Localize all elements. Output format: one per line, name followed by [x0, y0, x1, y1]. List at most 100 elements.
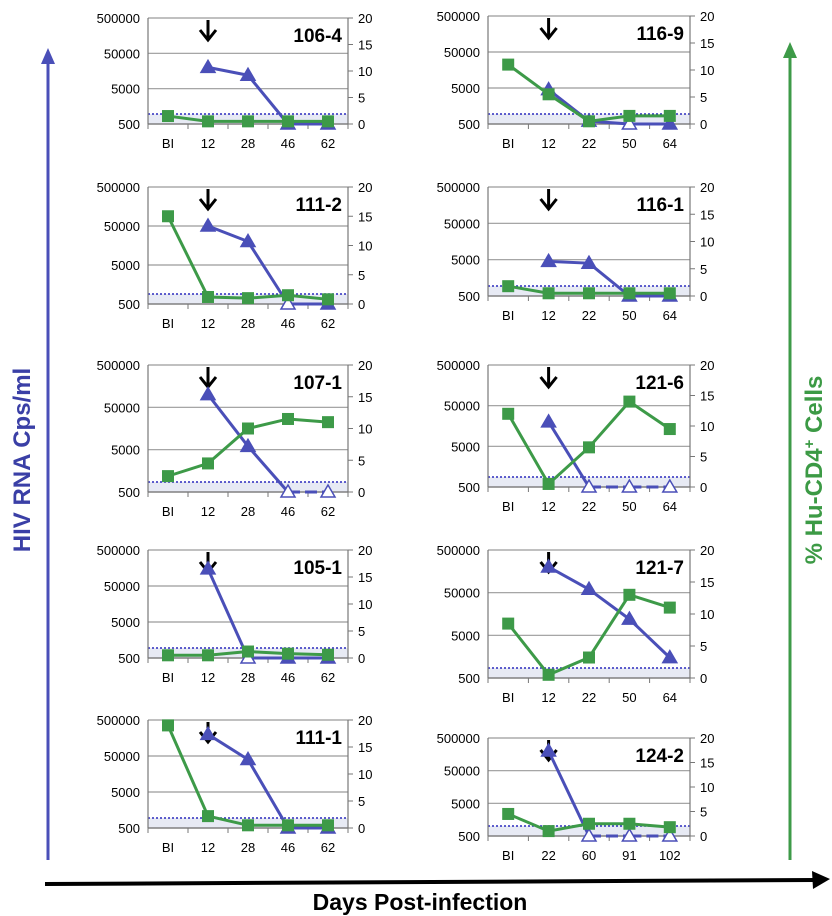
right-tick-label: 10 — [358, 597, 372, 612]
cd4-axis-arrow — [783, 42, 797, 860]
cd4-point — [542, 668, 555, 681]
panel-111-1: 500 5000 50000 500000 0 5 10 15 20 BI 12 28 46 62 111-… — [97, 713, 373, 855]
x-tick-label: BI — [162, 316, 174, 331]
right-tick-label: 10 — [358, 422, 372, 437]
cd4-point — [583, 287, 595, 300]
x-tick-label: 12 — [201, 316, 215, 331]
right-tick-label: 15 — [700, 36, 714, 51]
right-tick-label: 0 — [358, 485, 365, 500]
cd4-point — [162, 110, 174, 123]
cd4-point — [583, 817, 595, 830]
x-tick-label: 50 — [622, 690, 636, 705]
panel-121-7: 500 5000 50000 500000 0 5 10 15 20 BI 12 22 50 64 121-… — [437, 543, 715, 705]
hiv-line-segment — [547, 421, 591, 488]
hiv-line-segment — [246, 445, 290, 493]
x-tick-label: 12 — [541, 308, 555, 323]
panel-title: 116-1 — [636, 195, 684, 216]
hiv-point — [540, 413, 557, 428]
x-tick-label: 22 — [582, 136, 596, 151]
panel-title: 121-7 — [635, 558, 684, 579]
x-tick-label: 64 — [663, 690, 677, 705]
cd4-point — [322, 416, 334, 429]
x-tick-label: BI — [502, 848, 514, 863]
x-tick-label: 46 — [281, 670, 295, 685]
right-tick-label: 10 — [700, 780, 714, 795]
cd4-point — [242, 819, 254, 832]
cd4-point — [322, 293, 334, 306]
x-tick-label: 62 — [321, 136, 335, 151]
cd4-point — [542, 477, 555, 490]
cd4-point — [502, 807, 515, 820]
cd4-point — [542, 825, 555, 838]
right-tick-label: 5 — [358, 453, 365, 468]
left-tick-label: 5000 — [111, 443, 140, 458]
cd4-point — [162, 470, 174, 483]
panel-title: 106-4 — [293, 26, 342, 47]
hiv-point — [621, 610, 638, 625]
hiv-point — [580, 827, 598, 842]
hiv-line-segment — [207, 65, 249, 77]
panel-106-4: 500 5000 50000 500000 0 5 10 15 20 BI 12 28 46 62 106-… — [97, 11, 373, 151]
cd4-point — [282, 289, 294, 302]
right-tick-label: 5 — [700, 805, 707, 820]
right-tick-label: 0 — [700, 117, 707, 132]
left-tick-label: 5000 — [451, 439, 480, 454]
right-tick-label: 5 — [358, 624, 365, 639]
x-tick-label: 50 — [622, 136, 636, 151]
cd4-point — [242, 115, 254, 128]
hiv-point — [199, 725, 217, 741]
right-tick-label: 20 — [700, 180, 714, 195]
right-tick-label: 20 — [358, 11, 372, 26]
cd4-point — [202, 115, 214, 128]
cd4-point — [162, 649, 174, 662]
cd4-point — [282, 115, 294, 128]
hiv-point — [580, 254, 598, 269]
hiv-point — [621, 478, 638, 493]
treatment-arrow — [539, 189, 558, 212]
hiv-point — [661, 478, 679, 493]
panel-124-2: 500 5000 50000 500000 0 5 10 15 20 BI 22 60 91 102 124… — [437, 731, 715, 863]
left-tick-label: 5000 — [111, 82, 140, 97]
cd4-point — [542, 88, 555, 101]
x-tick-label: 12 — [201, 670, 215, 685]
hiv-point — [580, 580, 598, 596]
hiv-line-segment — [547, 750, 591, 837]
left-tick-label: 500000 — [97, 180, 140, 195]
cd4-point — [162, 719, 174, 732]
right-tick-label: 15 — [700, 756, 714, 771]
panel-title: 121-6 — [635, 373, 684, 394]
x-tick-label: BI — [502, 136, 514, 151]
x-tick-label: 22 — [582, 308, 596, 323]
hiv-line-segment — [207, 224, 249, 243]
hiv-point — [199, 386, 217, 401]
panel-title: 107-1 — [293, 373, 342, 394]
cd4-point — [322, 115, 334, 128]
panel-121-6: 500 5000 50000 500000 0 5 10 15 20 BI 12 22 50 64 121-… — [437, 358, 715, 514]
cd4-point — [242, 645, 254, 658]
x-tick-label: 64 — [663, 308, 677, 323]
panel-title: 124-2 — [635, 746, 684, 767]
cd4-point — [242, 292, 254, 305]
treatment-arrow — [198, 367, 218, 390]
x-tick-label: 12 — [541, 499, 555, 514]
right-tick-label: 5 — [358, 91, 365, 106]
x-tick-label: 12 — [201, 136, 215, 151]
left-tick-label: 5000 — [451, 253, 480, 268]
left-tick-label: 5000 — [451, 796, 480, 811]
right-tick-label: 5 — [700, 262, 707, 277]
right-tick-label: 20 — [358, 180, 372, 195]
right-tick-label: 10 — [700, 419, 714, 434]
cd4-point — [242, 422, 254, 435]
left-tick-label: 5000 — [111, 615, 140, 630]
left-tick-label: 500000 — [437, 358, 480, 373]
cd4-point — [583, 441, 595, 454]
left-tick-label: 5000 — [451, 628, 480, 643]
cd4-point — [162, 210, 174, 223]
detection-band — [148, 482, 348, 492]
right-tick-label: 5 — [358, 268, 365, 283]
x-tick-label: BI — [162, 840, 174, 855]
cd4-point — [623, 109, 636, 122]
right-tick-label: 0 — [700, 829, 707, 844]
x-tick-label: 46 — [281, 504, 295, 519]
